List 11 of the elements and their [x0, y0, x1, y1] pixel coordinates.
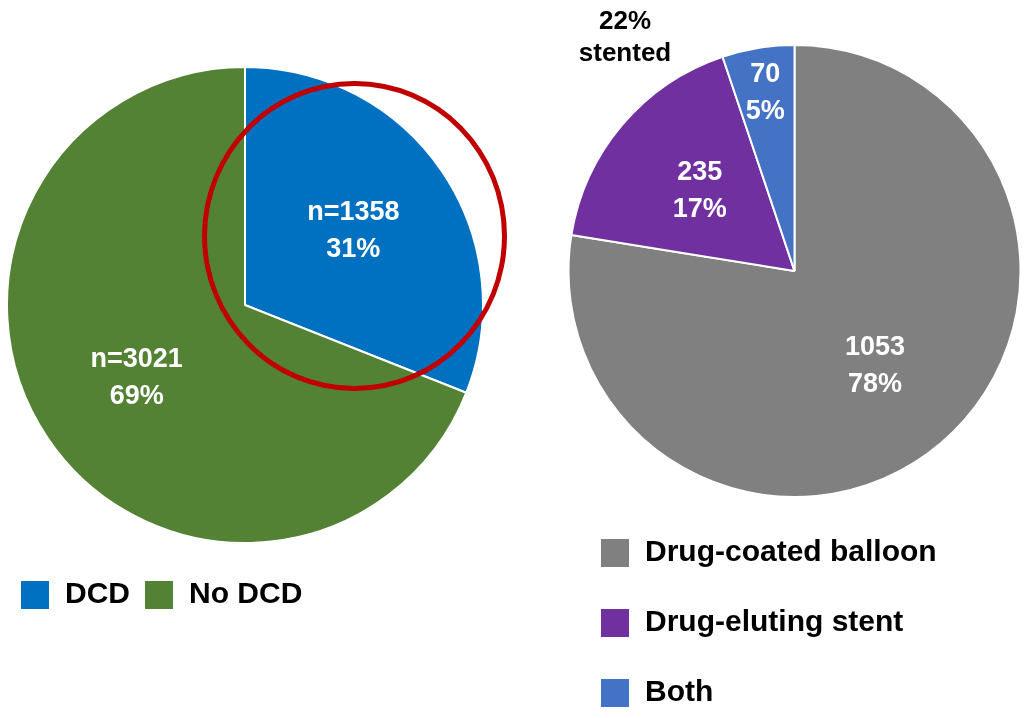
text: 22% stented	[577, 4, 673, 68]
data-label: n=1358 31%	[307, 196, 400, 264]
legend-label: No DCD	[189, 576, 303, 610]
legend-label: Drug-eluting stent	[645, 604, 904, 638]
data-label: 70 5%	[745, 57, 785, 125]
legend-label: Drug-coated balloon	[645, 534, 937, 568]
legend-label: Both	[645, 674, 714, 708]
data-label: n=3021 69%	[90, 343, 183, 411]
data-label: 235 17%	[672, 155, 727, 223]
data-label: 1053 78%	[845, 330, 906, 398]
legend-label: DCD	[65, 576, 130, 610]
